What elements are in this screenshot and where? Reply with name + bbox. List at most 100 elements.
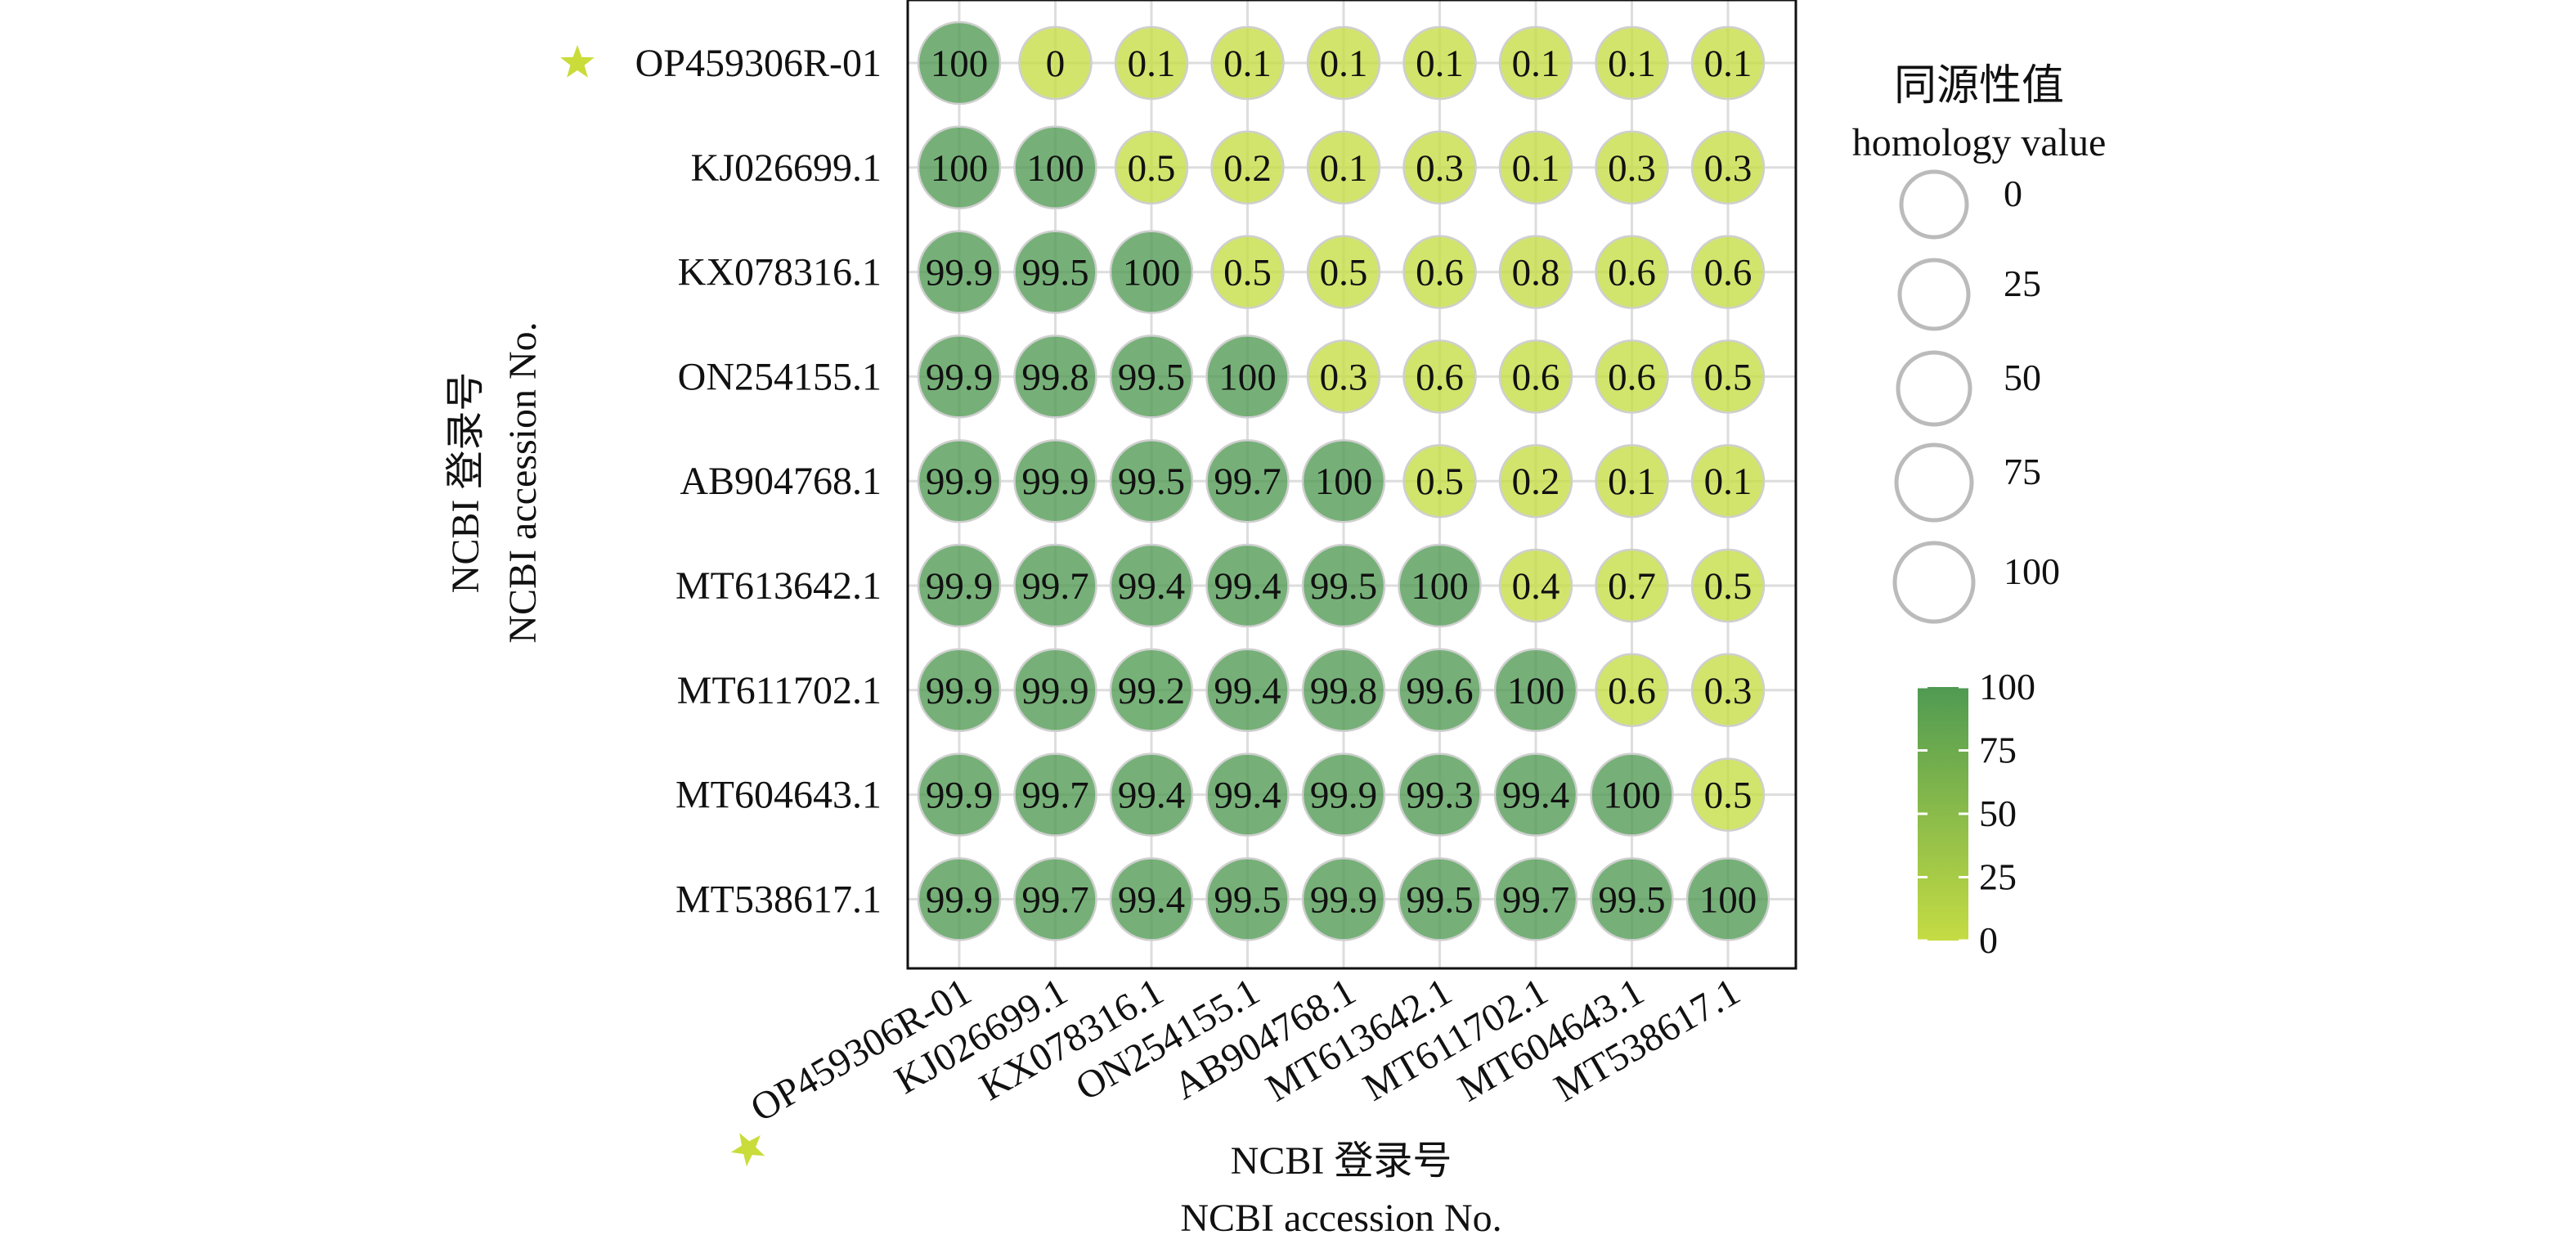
bubble [1205,438,1290,523]
bubble-value-label: 0.7 [1608,565,1656,608]
bubble [1205,857,1290,941]
bubble-value-label: 99.7 [1214,460,1281,503]
bubble-value-label: 100 [931,147,989,190]
bubble [1402,25,1477,101]
bubble [1109,857,1194,941]
bubble [1398,752,1482,837]
bubble [1498,130,1573,205]
bubble-value-label: 99.7 [1021,565,1088,608]
bubble-value-label: 99.9 [1310,878,1377,921]
bubble-value-label: 0.2 [1223,147,1272,190]
highlight-star-icon [560,45,595,78]
bubble-value-label: 99.9 [1310,775,1377,817]
size-legend-label: 100 [2004,550,2060,592]
y-tick-label: MT613642.1 [675,564,882,608]
bubble [1690,443,1766,519]
bubble-value-label: 0.1 [1704,43,1752,85]
bubble-value-label: 0.1 [1608,460,1656,503]
bubble-value-label: 100 [1603,775,1661,817]
bubble [1595,653,1669,728]
bubble [1498,443,1573,519]
y-tick-labels: OP459306R-01 KJ026699.1 KX078316.1 ON254155… [560,42,882,921]
bubble-value-label: 99.9 [1021,460,1088,503]
bubble-value-label: 100 [1026,147,1084,190]
bubble-value-label: 0.5 [1704,775,1752,817]
bubble [1301,857,1386,941]
bubble-value-label: 100 [1507,670,1565,712]
bubble-value-label: 99.4 [1118,878,1185,921]
bubble [1690,548,1766,623]
bubble [1690,235,1766,309]
y-tick-label: ON254155.1 [678,355,882,398]
bubble-value-label: 0.3 [1704,670,1752,712]
y-tick-label: MT611702.1 [677,669,882,712]
bubble [1498,235,1573,309]
bubble [1013,543,1097,628]
bubble-value-label: 0.3 [1704,147,1752,190]
bubble [1109,438,1194,523]
bubble-value-label: 99.9 [926,775,993,817]
bubble [1301,648,1386,733]
bubble [1685,857,1770,941]
y-tick-label: MT604643.1 [675,774,882,817]
bubble [1402,339,1477,414]
bubble [1402,130,1477,205]
bubble-value-label: 0.1 [1704,460,1752,503]
y-tick-label: MT538617.1 [675,878,882,921]
bubble-value-label: 99.4 [1502,775,1569,817]
bubble [1306,235,1381,309]
bubble [1493,648,1578,733]
colorbar-tick-label: 75 [1979,730,2017,771]
bubble [1595,443,1669,519]
x-axis-title: NCBI 登录号 [1231,1139,1452,1183]
bubble-value-label: 0.5 [1416,460,1464,503]
bubble [1690,757,1766,832]
bubble [1013,648,1097,733]
bubble [1306,130,1381,205]
bubble [1690,130,1766,205]
bubble-value-label: 0.5 [1704,356,1752,398]
bubble-value-label: 100 [931,43,989,85]
bubble [1109,335,1194,419]
bubble-value-label: 99.7 [1021,878,1088,921]
size-legend-label: 75 [2004,451,2041,492]
size-legend-circle [1899,169,1969,240]
bubble [917,543,1002,628]
bubble-value-label: 0.1 [1320,147,1368,190]
bubble-value-label: 0.1 [1416,43,1464,85]
bubble-value-label: 0.3 [1416,147,1464,190]
bubble-value-label: 99.9 [926,565,993,608]
bubble-value-label: 99.6 [1406,670,1473,712]
y-tick-label: KX078316.1 [678,251,882,294]
bubble [1306,339,1381,414]
bubble-value-label: 100 [1699,878,1757,921]
bubble [1493,857,1578,941]
bubble [1013,857,1097,941]
x-axis-title-en: NCBI accession No. [1180,1197,1501,1240]
bubble-value-label: 100 [1411,565,1469,608]
bubble-value-label: 0.6 [1608,356,1656,398]
highlight-star-icon [730,1133,765,1167]
bubble [917,857,1002,941]
bubble [1114,130,1189,205]
size-legend-circle [1894,442,1974,523]
bubble [1498,25,1573,101]
bubble-value-label: 99.4 [1214,670,1281,712]
bubble-value-label: 0.1 [1512,147,1560,190]
bubble [1595,25,1669,101]
bubble [1109,543,1194,628]
bubble [1402,443,1477,519]
bubble-value-label: 99.4 [1118,565,1185,608]
bubble [1205,543,1290,628]
bubble-value-label: 0.4 [1512,565,1560,608]
bubble-value-label: 99.5 [1021,252,1088,294]
bubble [1013,230,1097,314]
bubble-value-label: 99.5 [1214,878,1281,921]
bubble [1013,125,1097,210]
bubble-value-label: 99.9 [926,460,993,503]
bubble-value-label: 0.5 [1223,252,1272,294]
bubble-value-label: 99.3 [1406,775,1473,817]
bubble [1498,548,1573,623]
bubble [1205,335,1290,419]
